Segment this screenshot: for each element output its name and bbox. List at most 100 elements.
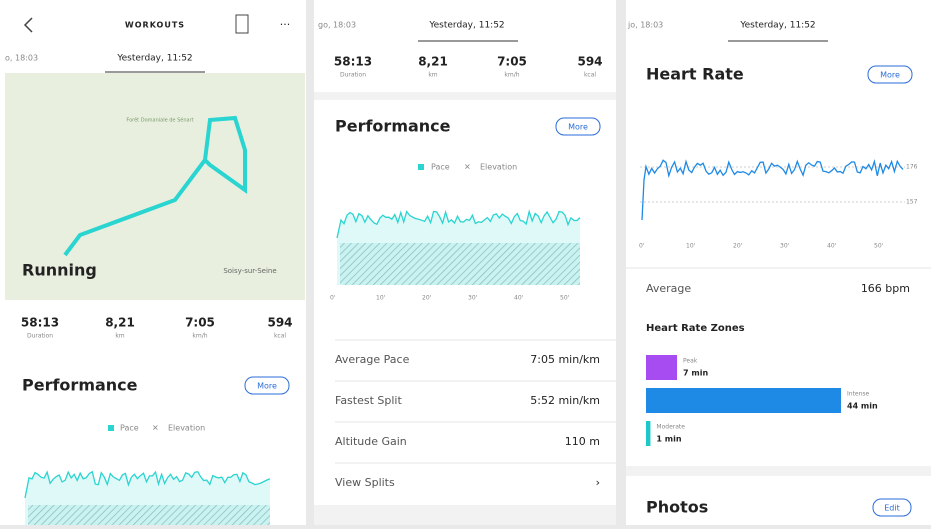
pace-line [24, 470, 271, 499]
stat-unit: km/h [192, 333, 207, 340]
x-tick-label: 0' [330, 295, 336, 302]
stat-unit: km/h [504, 72, 519, 79]
legend-swatch [418, 164, 424, 170]
x-tick-label: 30' [468, 295, 478, 302]
zone-name: Peak [683, 358, 698, 365]
stat-unit: km [428, 72, 437, 79]
button-label[interactable]: Edit [884, 504, 900, 513]
stat-unit: km [115, 333, 124, 340]
zone-bar [646, 421, 651, 446]
legend-label: Elevation [480, 163, 517, 172]
legend-label: ✕ [152, 424, 159, 433]
menu-icon[interactable]: ··· [280, 18, 291, 31]
heart-rate-chart: 0' 10' 20' 30' 40' 50' [639, 158, 904, 250]
stat-unit: Duration [27, 333, 53, 340]
x-tick-label: 40' [827, 243, 837, 250]
stat-unit: kcal [584, 72, 596, 79]
legend-label: Elevation [168, 424, 205, 433]
pace-area [25, 471, 270, 525]
row-value: 5:52 min/km [530, 394, 600, 407]
tab[interactable]: Yesterday, 11:52 [428, 21, 504, 31]
x-tick-label: 10' [376, 295, 386, 302]
stat-unit: kcal [274, 333, 286, 340]
x-tick-label: 20' [422, 295, 432, 302]
divider [314, 505, 616, 525]
legend-label: Pace [431, 163, 450, 172]
legend-label: ✕ [464, 163, 471, 172]
map-label: Forêt Domaniale de Sénart [126, 117, 193, 124]
map [5, 73, 305, 300]
section-title: Heart Rate [646, 65, 744, 84]
stat-unit: Duration [340, 72, 366, 79]
y-tick-label: 157 [906, 199, 918, 206]
screen-1: WORKOUTS ··· o, 18:03 Yesterday, 11:52 F… [0, 0, 306, 525]
heart-rate-line [641, 158, 904, 221]
button-label[interactable]: More [257, 382, 277, 391]
x-tick-label: 10' [686, 243, 696, 250]
divider [314, 92, 616, 100]
zones-title: Heart Rate Zones [646, 323, 745, 334]
section-title: Performance [22, 376, 138, 395]
edit-button[interactable] [872, 498, 912, 517]
header-title: WORKOUTS [125, 21, 185, 30]
row-label: Fastest Split [335, 394, 402, 407]
x-tick-label: 30' [780, 243, 790, 250]
pace-chart: 0' 10' 20' 30' 40' 50' [330, 209, 581, 302]
tab[interactable]: jo, 18:03 [627, 21, 663, 30]
pace-area [337, 211, 580, 285]
elevation-area [340, 243, 580, 285]
row-label: View Splits [335, 476, 395, 489]
x-tick-label: 0' [639, 243, 645, 250]
more-button[interactable] [867, 65, 913, 84]
activity-title: Running [22, 261, 97, 280]
button-label[interactable]: More [568, 123, 588, 132]
row-value: › [596, 476, 600, 489]
tab[interactable]: Yesterday, 11:52 [116, 54, 192, 64]
section-title: Performance [335, 117, 451, 136]
tab[interactable]: Yesterday, 11:52 [739, 21, 815, 31]
x-tick-label: 40' [514, 295, 524, 302]
x-tick-label: 50' [560, 295, 570, 302]
elevation-area [28, 505, 270, 525]
row-label: Average Pace [335, 353, 410, 366]
share-icon[interactable] [235, 14, 249, 34]
zone-name: Intense [847, 391, 870, 398]
stat-value: 594 [267, 316, 292, 330]
stat-value: 8,21 [105, 316, 135, 330]
route [63, 115, 247, 257]
screen-3: jo, 18:03 Yesterday, 11:52 Heart Rate Mo… [626, 0, 931, 525]
row-value: 7:05 min/km [530, 353, 600, 366]
zone-minutes: 7 min [683, 369, 708, 378]
zone-bar [646, 355, 678, 380]
panel [626, 0, 931, 525]
more-button[interactable] [555, 117, 601, 136]
section-title: Photos [646, 498, 708, 517]
y-tick-label: 176 [906, 164, 918, 171]
stat-value: 594 [577, 55, 602, 69]
tab[interactable]: go, 18:03 [318, 21, 356, 30]
button-label[interactable]: More [880, 71, 900, 80]
stat-value: 7:05 [497, 55, 527, 69]
legend-label: Pace [120, 424, 139, 433]
zone-minutes: 1 min [656, 435, 681, 444]
tab[interactable]: o, 18:03 [5, 54, 38, 63]
x-tick-label: 20' [733, 243, 743, 250]
stat-value: 58:13 [21, 316, 59, 330]
more-button[interactable] [244, 376, 290, 395]
screen-2: go, 18:03 Yesterday, 11:52 58:13 Duration… [314, 0, 616, 525]
pace-line [336, 209, 581, 239]
stat-value: 7:05 [185, 316, 215, 330]
average-value: 166 bpm [861, 282, 910, 295]
stat-value: 8,21 [418, 55, 448, 69]
stat-value: 58:13 [334, 55, 372, 69]
zone-bar [646, 388, 841, 413]
back-icon[interactable] [23, 17, 33, 33]
pace-chart [24, 470, 271, 525]
row-label: Altitude Gain [335, 435, 407, 448]
zone-name: Moderate [656, 424, 685, 431]
map-label: Soisy-sur-Seine [223, 267, 276, 275]
x-tick-label: 50' [874, 243, 884, 250]
row-value: 110 m [565, 435, 600, 448]
